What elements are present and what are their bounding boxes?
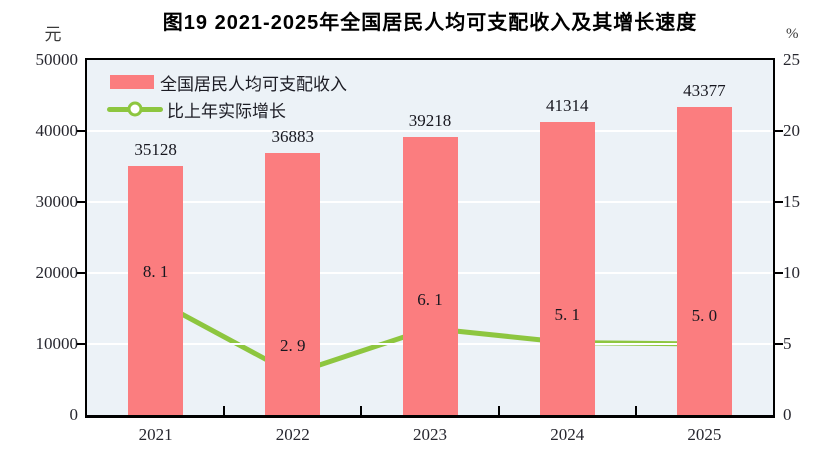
bar-2022 <box>265 153 321 415</box>
bar-2023 <box>402 136 458 415</box>
left-axis-tick-label: 20000 <box>35 263 79 282</box>
legend-bar-swatch <box>110 75 154 89</box>
left-axis-tick <box>77 201 85 203</box>
growth-value-label: 2. 9 <box>280 335 306 355</box>
right-axis-tick-label: 5 <box>783 334 792 353</box>
x-axis-tick <box>223 406 226 415</box>
right-axis-tick <box>775 201 783 203</box>
legend: 全国居民人均可支配收入比上年实际增长 <box>107 71 347 121</box>
bar-value-label: 41314 <box>545 95 589 115</box>
left-axis-tick <box>77 130 85 132</box>
right-axis-tick-label: 20 <box>783 121 800 140</box>
right-axis-tick <box>775 130 783 132</box>
x-axis-label-2022: 2022 <box>275 425 310 444</box>
x-axis-label-2024: 2024 <box>550 425 585 444</box>
legend-label: 全国居民人均可支配收入 <box>160 74 347 94</box>
right-axis-tick-label: 10 <box>783 263 800 282</box>
left-axis-unit-label: 元 <box>44 25 62 44</box>
bar-2025 <box>676 107 732 415</box>
x-axis-label-2023: 2023 <box>413 425 447 444</box>
left-axis-tick <box>77 272 85 274</box>
growth-value-label: 5. 0 <box>691 306 718 325</box>
left-axis-tick-label: 30000 <box>35 192 79 211</box>
legend-line-marker <box>127 101 143 117</box>
bar-value-label: 43377 <box>683 81 726 101</box>
gridline <box>87 130 773 132</box>
bar-2021 <box>128 165 184 415</box>
right-axis-tick-label: 15 <box>783 192 800 211</box>
left-axis-tick-label: 0 <box>69 405 79 424</box>
right-axis-tick <box>775 272 783 274</box>
bar-value-label: 35128 <box>134 139 177 159</box>
right-axis-tick <box>775 343 783 345</box>
x-axis-tick <box>634 406 637 415</box>
x-axis-tick <box>360 406 363 415</box>
figure-title: 图19 2021-2025年全国居民人均可支配收入及其增长速度 <box>162 12 698 34</box>
bar-2024 <box>539 121 595 415</box>
left-axis-tick-label: 10000 <box>35 334 79 353</box>
legend-item: 比上年实际增长 <box>107 98 347 121</box>
plot-area: 全国居民人均可支配收入比上年实际增长 <box>85 58 775 418</box>
growth-value-label: 8. 1 <box>142 261 169 281</box>
left-axis-tick-label: 50000 <box>35 50 79 69</box>
growth-value-label: 5. 1 <box>554 304 580 324</box>
legend-line-swatch <box>107 101 163 117</box>
x-axis-label-2021: 2021 <box>138 425 173 444</box>
bar-value-label: 36883 <box>271 127 315 147</box>
growth-value-label: 6. 1 <box>417 290 443 310</box>
right-axis-unit-label: % <box>786 26 799 42</box>
left-axis-tick-label: 40000 <box>35 121 79 140</box>
legend-label: 比上年实际增长 <box>167 101 286 121</box>
x-axis-tick <box>497 406 500 415</box>
legend-item: 全国居民人均可支配收入 <box>107 71 347 94</box>
left-axis-tick <box>77 343 85 345</box>
x-axis-label-2025: 2025 <box>687 425 722 444</box>
right-axis-tick-label: 25 <box>783 50 800 69</box>
bar-value-label: 39218 <box>408 110 452 130</box>
right-axis-tick-label: 0 <box>783 405 792 424</box>
